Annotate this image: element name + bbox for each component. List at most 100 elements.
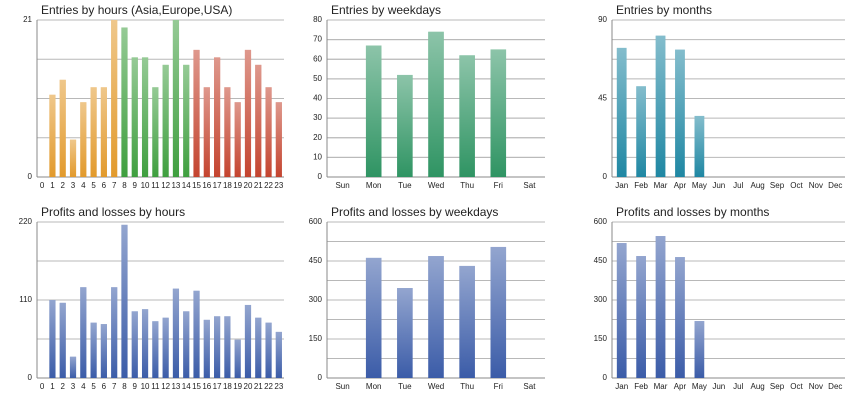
y-tick-label: 45 [598,94,607,103]
x-tick-label: 0 [40,382,45,391]
x-tick-label: 10 [141,382,150,391]
x-tick-label: 7 [112,382,117,391]
x-tick-label: 3 [71,181,76,190]
x-tick-label: Mon [366,382,382,391]
bar-shine [655,35,666,178]
y-tick-label: 40 [313,94,322,103]
y-tick-label: 30 [313,113,322,122]
x-tick-label: Tue [398,181,412,190]
bar-shine [397,74,413,177]
x-tick-label: 20 [244,382,253,391]
bar-shine [121,224,128,378]
x-tick-label: Feb [634,382,648,391]
x-tick-label: Feb [634,181,648,190]
bar-shine [234,339,241,378]
x-tick-label: Sep [770,181,785,190]
x-tick-label: Mar [654,181,668,190]
x-tick-label: Aug [751,382,765,391]
x-tick-label: 16 [202,181,211,190]
y-tick-label: 450 [309,256,323,265]
x-tick-label: 3 [71,382,76,391]
bar-shine [214,57,221,177]
x-tick-label: 13 [171,181,180,190]
x-tick-label: Oct [790,181,803,190]
x-tick-label: 15 [192,181,201,190]
x-tick-label: 23 [274,382,283,391]
x-tick-label: Sep [770,382,785,391]
x-tick-label: 14 [182,181,191,190]
bar-shine [162,64,169,177]
bar-shine [203,87,210,177]
x-tick-label: 2 [61,382,66,391]
y-tick-label: 110 [19,295,32,304]
x-tick-label: 20 [244,181,253,190]
x-tick-label: 1 [50,181,55,190]
x-tick-label: Sat [523,382,536,391]
x-tick-label: Jul [733,382,743,391]
bar-shine [694,321,705,378]
bar-shine [224,87,231,177]
bar-shine [255,64,262,177]
x-tick-label: 9 [133,382,138,391]
y-tick-label: 0 [28,172,33,181]
bar-shine [49,300,56,378]
x-tick-label: 18 [223,382,232,391]
bar-shine [234,102,241,177]
x-tick-label: 21 [254,382,263,391]
bar-shine [675,49,685,177]
bar-shine [459,265,475,378]
x-tick-label: 12 [161,181,170,190]
bar-shine [265,87,272,177]
x-tick-label: 4 [81,181,86,190]
bar-shine [131,57,138,177]
x-tick-label: 17 [213,382,222,391]
bar-shine [141,57,149,177]
x-tick-label: 11 [151,181,160,190]
bar-shine [655,236,666,378]
bar-shine [193,290,200,378]
bar-shine [275,102,282,177]
bar-shine [172,20,180,177]
bar-shine [365,45,382,178]
bar-shine [636,86,646,177]
x-tick-label: Wed [428,181,444,190]
x-tick-label: 9 [133,181,138,190]
bar-shine [80,287,87,378]
x-tick-label: 22 [264,181,273,190]
x-tick-label: Dec [828,181,842,190]
bar-shine [90,322,97,378]
bar-shine [397,288,413,378]
bar-shine [59,302,66,378]
chart-title: Profits and losses by weekdays [331,205,498,219]
y-tick-label: 150 [594,334,608,343]
bar-shine [100,87,107,177]
bar-shine [365,257,382,378]
x-tick-label: 2 [61,181,66,190]
y-tick-label: 0 [318,172,323,181]
bar-shine [636,256,646,378]
x-tick-label: 23 [274,181,283,190]
bar-shine [183,311,190,378]
x-tick-label: 22 [264,382,273,391]
x-tick-label: 5 [91,382,96,391]
x-tick-label: 19 [233,382,242,391]
x-tick-label: Mon [366,181,382,190]
x-tick-label: Nov [809,382,823,391]
bar-shine [152,87,159,177]
x-tick-label: Apr [674,181,687,190]
x-tick-label: Fri [494,382,504,391]
bar-shine [428,256,444,378]
x-tick-label: Jun [712,181,725,190]
y-tick-label: 50 [313,74,322,83]
bar-shine [244,304,252,378]
x-tick-label: 8 [122,382,127,391]
bar-shine [675,257,685,378]
x-tick-label: Oct [790,382,803,391]
x-tick-label: 8 [122,181,127,190]
bar-shine [428,31,444,178]
bar-shine [100,324,107,378]
bar-shine [49,94,56,177]
bar-shine [616,47,627,178]
chart-title: Entries by hours (Asia,Europe,USA) [41,3,232,17]
